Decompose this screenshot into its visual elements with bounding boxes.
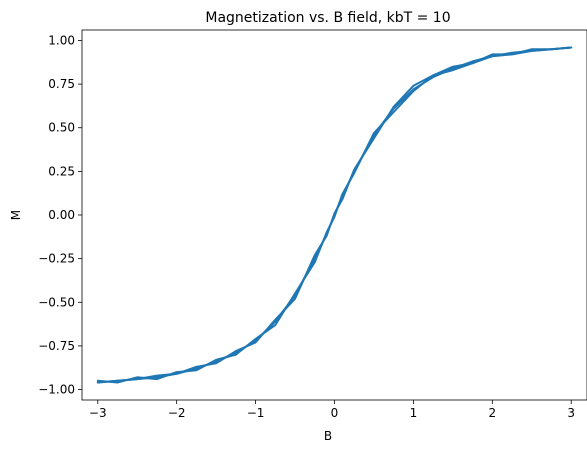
x-tick-label: 0 [331, 406, 339, 420]
x-tick-label: 3 [567, 406, 575, 420]
chart-title: Magnetization vs. B field, kbT = 10 [205, 10, 450, 26]
series-line-3 [96, 46, 573, 384]
y-tick-label: −0.50 [38, 295, 75, 309]
y-tick-label: −1.00 [38, 383, 75, 397]
y-axis: −1.00 −0.75 −0.50 −0.25 0.00 0.25 0.50 0.75 1.00 [38, 33, 82, 397]
x-tick-label: −3 [89, 406, 107, 420]
y-tick-label: −0.75 [38, 339, 75, 353]
y-axis-label: M [9, 210, 23, 220]
x-tick-label: −2 [168, 406, 186, 420]
series-layer [96, 46, 573, 384]
x-axis-label: B [324, 429, 332, 443]
y-tick-label: 0.50 [48, 121, 75, 135]
y-tick-label: −0.25 [38, 252, 75, 266]
x-axis: −3 −2 −1 0 1 2 3 [89, 400, 575, 420]
x-tick-label: 2 [488, 406, 496, 420]
y-tick-label: 0.00 [48, 208, 75, 222]
y-tick-label: 0.75 [48, 77, 75, 91]
y-tick-label: 0.25 [48, 164, 75, 178]
y-tick-label: 1.00 [48, 33, 75, 47]
x-tick-label: 1 [410, 406, 418, 420]
x-tick-label: −1 [247, 406, 265, 420]
